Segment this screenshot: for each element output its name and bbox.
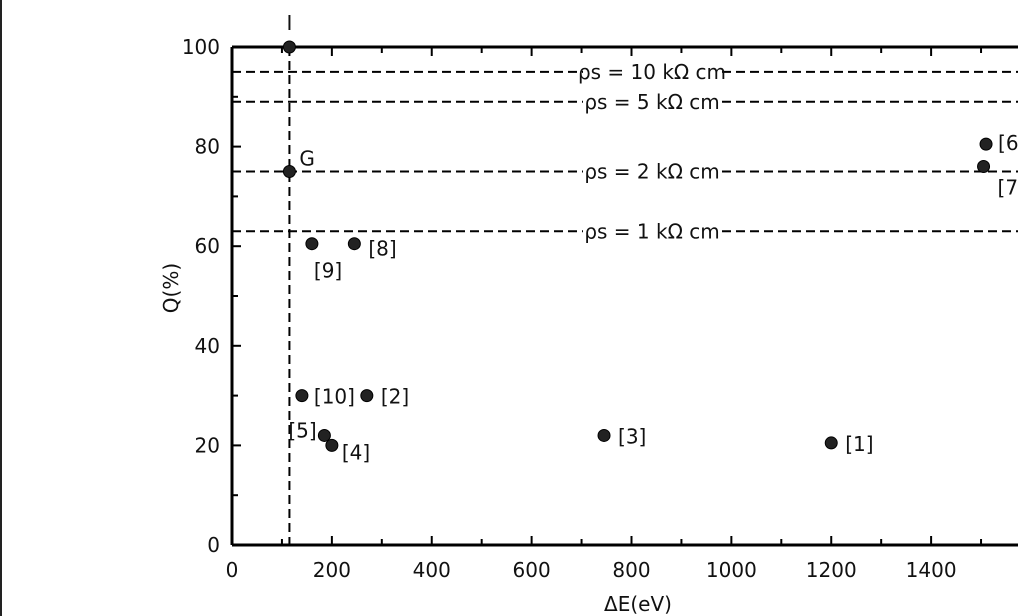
y-tick-label: 100 bbox=[182, 35, 220, 59]
data-point bbox=[347, 237, 361, 251]
x-tick-label: 400 bbox=[413, 558, 451, 582]
y-tick-label: 40 bbox=[195, 334, 220, 358]
data-point-label: [3] bbox=[618, 424, 646, 448]
x-tick-label: 0 bbox=[226, 558, 239, 582]
data-point bbox=[977, 160, 991, 174]
data-point-label: [10] bbox=[314, 385, 355, 409]
y-tick-label: 60 bbox=[195, 234, 220, 258]
data-point bbox=[282, 165, 296, 178]
data-point-label: [2] bbox=[381, 385, 409, 409]
x-axis-title: ΔE(eV) bbox=[604, 592, 672, 616]
data-point-label: [4] bbox=[342, 440, 370, 464]
data-point bbox=[979, 137, 993, 151]
y-tick-label: 80 bbox=[195, 135, 220, 159]
reference-line-label: ρs = 5 kΩ cm bbox=[584, 90, 719, 114]
y-tick-label: 20 bbox=[195, 433, 220, 457]
x-tick-label: 1200 bbox=[806, 558, 857, 582]
reference-line-label: ρs = 10 kΩ cm bbox=[578, 60, 726, 84]
data-point bbox=[360, 389, 374, 403]
data-point-label: G bbox=[299, 147, 315, 171]
data-point bbox=[824, 436, 838, 450]
data-point bbox=[295, 389, 309, 403]
data-point bbox=[325, 438, 339, 452]
reference-line-label: ρs = 2 kΩ cm bbox=[584, 160, 719, 184]
x-tick-label: 1000 bbox=[706, 558, 757, 582]
y-tick-label: 0 bbox=[207, 533, 220, 557]
data-point-label: [6] bbox=[998, 131, 1018, 155]
x-tick-label: 200 bbox=[313, 558, 351, 582]
data-point-label: [5] bbox=[288, 418, 316, 442]
data-point bbox=[597, 428, 611, 442]
reference-line-label: ρs = 1 kΩ cm bbox=[584, 219, 719, 243]
data-point-label: [7] bbox=[998, 176, 1018, 200]
vertical-line-label: I bbox=[286, 11, 292, 35]
x-tick-label: 600 bbox=[513, 558, 551, 582]
data-point bbox=[317, 428, 331, 442]
x-tick-label: 800 bbox=[612, 558, 650, 582]
data-point bbox=[305, 237, 319, 251]
data-point bbox=[282, 40, 296, 54]
data-point-label: [9] bbox=[314, 259, 342, 283]
y-axis-title: Q(%) bbox=[159, 263, 183, 313]
data-point-label: [8] bbox=[368, 237, 396, 261]
x-tick-label: 1400 bbox=[906, 558, 957, 582]
data-point-label: [1] bbox=[845, 432, 873, 456]
